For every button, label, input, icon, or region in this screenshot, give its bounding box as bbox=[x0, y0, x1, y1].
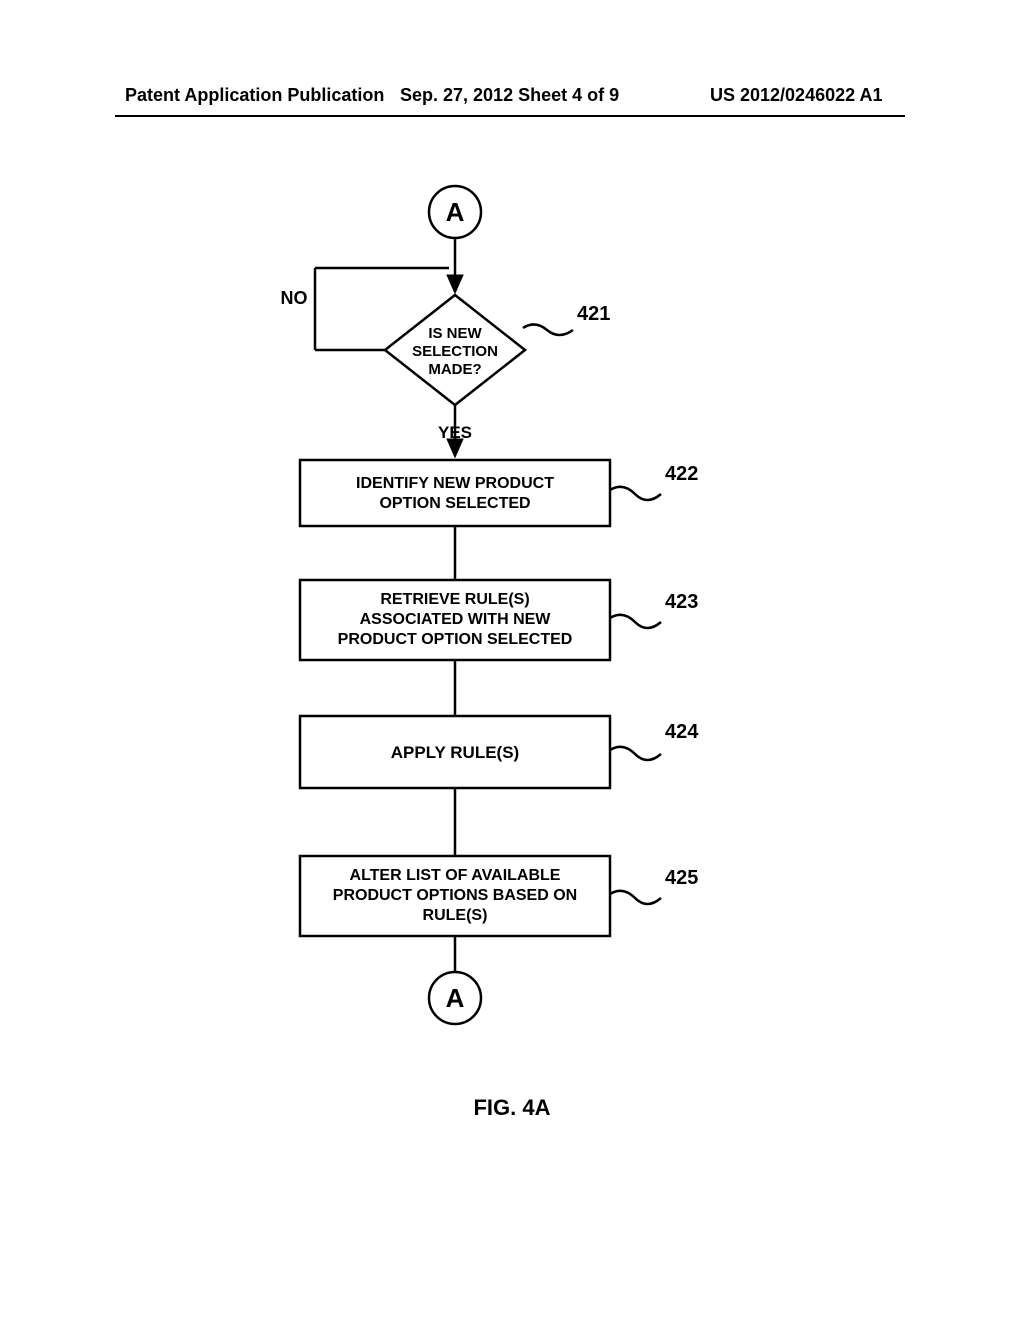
ref-leader-422 bbox=[610, 487, 661, 500]
box-425-line3: RULE(S) bbox=[423, 907, 488, 924]
box-423-line3: PRODUCT OPTION SELECTED bbox=[338, 631, 573, 648]
header-right: US 2012/0246022 A1 bbox=[710, 85, 882, 106]
box-425-line1: ALTER LIST OF AVAILABLE bbox=[350, 867, 561, 884]
decision-line2: SELECTION bbox=[412, 343, 498, 360]
decision-line1: IS NEW bbox=[428, 325, 482, 342]
box-422 bbox=[300, 460, 610, 526]
figure-caption: FIG. 4A bbox=[0, 1095, 1024, 1121]
ref-leader-424 bbox=[610, 747, 661, 760]
ref-leader-421 bbox=[523, 324, 573, 335]
ref-421: 421 bbox=[577, 303, 610, 325]
box-422-line1: IDENTIFY NEW PRODUCT bbox=[356, 475, 554, 492]
decision-line3: MADE? bbox=[428, 361, 481, 378]
box-422-line2: OPTION SELECTED bbox=[379, 495, 530, 512]
header-left: Patent Application Publication bbox=[125, 85, 384, 106]
yes-label: YES bbox=[438, 423, 472, 442]
ref-425: 425 bbox=[665, 867, 698, 889]
ref-leader-425 bbox=[610, 891, 661, 904]
box-425-line2: PRODUCT OPTIONS BASED ON bbox=[333, 887, 577, 904]
box-423-line1: RETRIEVE RULE(S) bbox=[380, 591, 529, 608]
header-center: Sep. 27, 2012 Sheet 4 of 9 bbox=[400, 85, 619, 106]
no-label: NO bbox=[281, 288, 308, 308]
ref-leader-423 bbox=[610, 615, 661, 628]
start-connector-label: A bbox=[446, 197, 465, 227]
ref-422: 422 bbox=[665, 463, 698, 485]
flowchart-svg: A IS NEW SELECTION MADE? 421 NO YES IDEN… bbox=[115, 160, 905, 1070]
ref-424: 424 bbox=[665, 721, 699, 743]
page: Patent Application Publication Sep. 27, … bbox=[0, 0, 1024, 1320]
box-423-line2: ASSOCIATED WITH NEW bbox=[360, 611, 552, 628]
header-divider bbox=[115, 115, 905, 117]
end-connector-label: A bbox=[446, 983, 465, 1013]
box-424-line1: APPLY RULE(S) bbox=[391, 743, 519, 762]
ref-423: 423 bbox=[665, 591, 698, 613]
